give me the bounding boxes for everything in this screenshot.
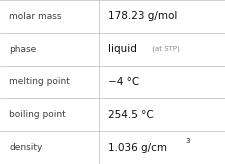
Text: 178.23 g/mol: 178.23 g/mol [108, 11, 177, 21]
Text: boiling point: boiling point [9, 110, 65, 119]
Text: −4 °C: −4 °C [108, 77, 139, 87]
Text: (at STP): (at STP) [150, 46, 179, 52]
Text: 254.5 °C: 254.5 °C [108, 110, 153, 120]
Text: melting point: melting point [9, 78, 70, 86]
Text: liquid: liquid [108, 44, 137, 54]
Text: molar mass: molar mass [9, 12, 61, 21]
Text: 1.036 g/cm: 1.036 g/cm [108, 143, 167, 153]
Text: 3: 3 [185, 138, 189, 144]
Text: phase: phase [9, 45, 36, 54]
Text: density: density [9, 143, 42, 152]
